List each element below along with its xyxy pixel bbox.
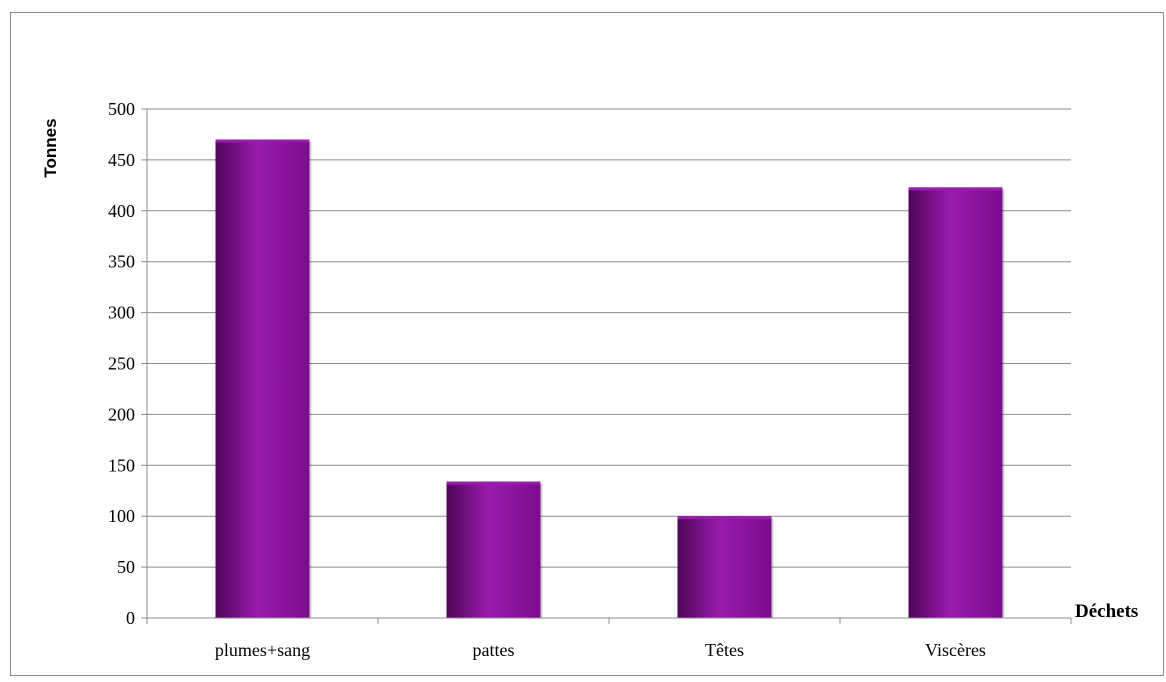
x-axis-label: Déchets [1075, 601, 1138, 622]
y-tick-labels: 0 50 100 150 200 250 300 350 400 450 500 [108, 99, 135, 628]
bar-top-edge [677, 516, 772, 520]
bar [446, 481, 543, 618]
y-tick-label: 500 [108, 99, 135, 119]
x-tick-label: pattes [473, 640, 515, 660]
y-tick-label: 400 [108, 201, 135, 221]
bar-body [908, 187, 1003, 619]
bar-body [677, 516, 772, 618]
bar [677, 516, 774, 618]
bar [215, 139, 312, 619]
y-tick-label: 450 [108, 150, 135, 170]
bar-top-edge [446, 481, 541, 485]
x-tick-label: Viscères [925, 640, 986, 660]
x-tick-label: plumes+sang [215, 640, 310, 660]
y-axis-label: Tonnes [41, 118, 60, 177]
y-tick-label: 200 [108, 404, 135, 424]
y-tick-label: 250 [108, 354, 135, 374]
axes [146, 109, 1072, 624]
y-tick-label: 100 [108, 506, 135, 526]
x-tick-label: Têtes [705, 640, 744, 660]
bar [908, 187, 1005, 619]
y-tick-label: 150 [108, 455, 135, 475]
bar-top-edge [215, 139, 310, 143]
y-tick-label: 350 [108, 252, 135, 272]
bar-body [215, 139, 310, 619]
y-tick-label: 50 [117, 557, 135, 577]
bar-body [446, 481, 541, 618]
y-tick-label: 300 [108, 303, 135, 323]
x-tick-labels: plumes+sang pattes Têtes Viscères [215, 640, 986, 660]
bar-top-edge [908, 187, 1003, 191]
bars [215, 139, 1005, 619]
y-tick-label: 0 [126, 608, 135, 628]
